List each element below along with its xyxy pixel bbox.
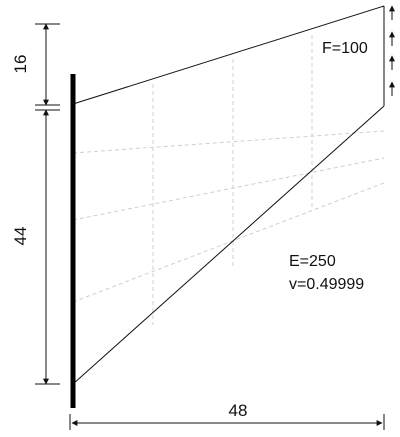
- membrane-outline: [72, 5, 385, 385]
- poisson-label: v=0.49999: [289, 276, 364, 293]
- dimension-bottom-label: 48: [229, 401, 248, 420]
- dimension-left: [35, 109, 60, 385]
- force-label: F=100: [322, 40, 368, 57]
- mesh-line-h1: [72, 130, 385, 154]
- dimension-top: [35, 23, 60, 106]
- dimension-bottom: [69, 414, 385, 430]
- modulus-label: E=250: [289, 253, 336, 270]
- mesh-grid: [72, 35, 385, 325]
- dimension-top-label: 16: [11, 55, 30, 74]
- dimension-left-label: 44: [11, 227, 30, 246]
- bottom-edge: [72, 105, 385, 385]
- mesh-line-h2: [72, 157, 385, 221]
- top-edge: [72, 5, 385, 105]
